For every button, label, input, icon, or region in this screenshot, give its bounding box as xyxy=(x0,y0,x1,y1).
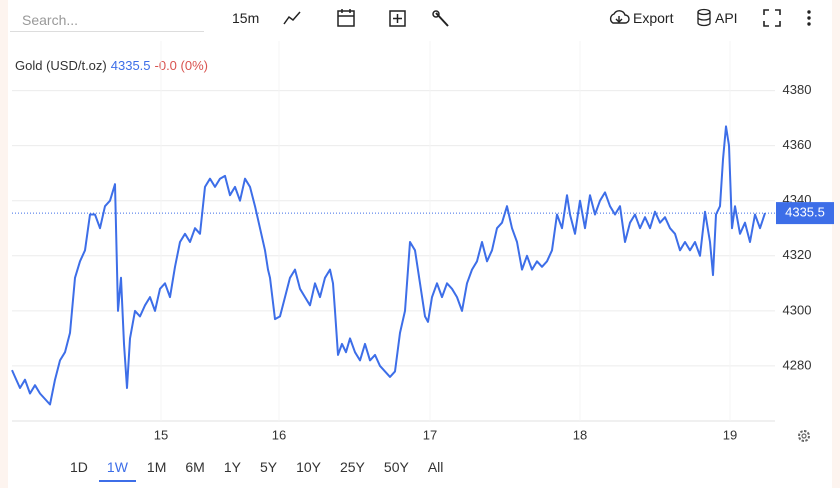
legend: Gold (USD/t.oz) 4335.5 -0.0 (0%) xyxy=(15,58,212,73)
last-value: 4335.5 xyxy=(110,58,151,73)
calendar-icon[interactable] xyxy=(337,9,355,27)
range-button[interactable]: 1M xyxy=(146,459,167,475)
range-button[interactable]: 6M xyxy=(185,459,205,475)
x-tick-label: 19 xyxy=(723,427,737,442)
export-button[interactable]: Export xyxy=(633,10,674,26)
range-button[interactable]: 10Y xyxy=(296,459,321,475)
change-label: -0.0 (0%) xyxy=(154,58,208,73)
x-tick-label: 16 xyxy=(272,427,286,442)
range-button[interactable]: 1Y xyxy=(223,459,241,475)
range-button[interactable]: 50Y xyxy=(383,459,409,475)
last-price-box xyxy=(776,202,834,225)
range-selector: 1D 1W 1M 6M 1Y 5Y 10Y 25Y 50Y All xyxy=(62,456,454,482)
last-price-label: 4335.5 xyxy=(785,205,825,220)
add-indicator-icon[interactable] xyxy=(389,10,406,27)
export-icon[interactable] xyxy=(608,8,630,28)
api-icon[interactable] xyxy=(696,8,714,28)
menu-icon[interactable] xyxy=(807,10,811,26)
y-tick-label: 4320 xyxy=(783,247,812,262)
y-tick-label: 4280 xyxy=(783,357,812,372)
range-button[interactable]: 1D xyxy=(70,459,88,475)
toolbar-icons xyxy=(283,9,449,27)
range-button[interactable]: 1W xyxy=(98,456,136,482)
x-tick-label: 18 xyxy=(573,427,587,442)
gear-hole xyxy=(801,433,807,439)
settings-wrench-icon[interactable] xyxy=(432,10,449,27)
range-button[interactable]: All xyxy=(427,459,444,475)
y-tick-label: 4380 xyxy=(783,82,812,97)
line-type-icon[interactable] xyxy=(283,11,301,25)
search-box[interactable]: Search... xyxy=(10,6,204,32)
range-button[interactable]: 25Y xyxy=(339,459,365,475)
series-name: Gold (USD/t.oz) xyxy=(15,58,107,73)
window-icons xyxy=(763,9,811,27)
x-tick-label: 17 xyxy=(423,427,437,442)
y-tick-label: 4300 xyxy=(783,302,812,317)
interval-button[interactable]: 15m xyxy=(232,10,260,26)
api-button[interactable]: API xyxy=(715,10,738,26)
x-tick-label: 15 xyxy=(154,427,168,442)
chart-settings-icon[interactable] xyxy=(798,430,810,442)
price-line xyxy=(11,125,766,406)
y-tick-label: 4360 xyxy=(783,137,812,152)
fullscreen-icon[interactable] xyxy=(763,9,781,27)
gear-ring xyxy=(798,430,810,442)
range-button[interactable]: 5Y xyxy=(259,459,278,475)
